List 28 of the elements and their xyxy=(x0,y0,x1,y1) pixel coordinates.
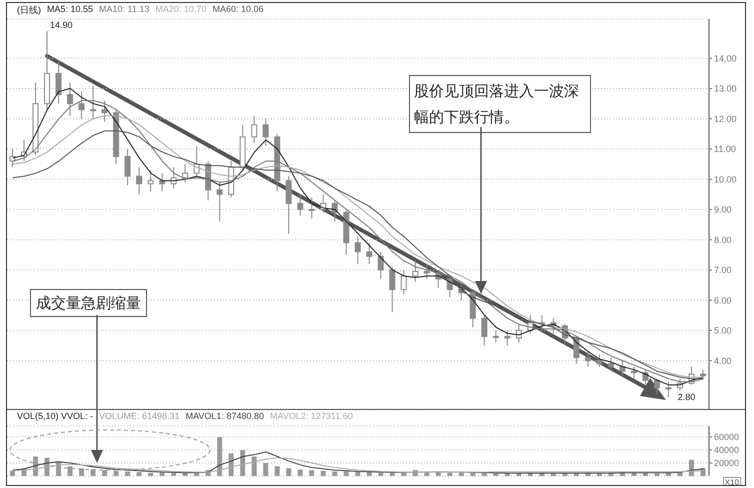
annotation: 14.90 xyxy=(50,20,73,30)
y-tick-label: 40000 xyxy=(714,445,740,456)
text: MA20: 10.70 xyxy=(155,4,206,16)
annotation: 2.80 xyxy=(678,392,696,402)
y-tick-label: 20000 xyxy=(714,458,740,468)
annotation: 股价见顶回落进入一波深幅的下跌行情。 xyxy=(409,75,591,133)
text: MAVOL2: 127311.60 xyxy=(270,411,353,421)
annotation: 成交量急剧缩量 xyxy=(30,289,147,317)
y-tick-label: 60000 xyxy=(714,432,740,442)
y-tick-label: 12.00 xyxy=(714,114,737,124)
y-tick-label: 14.00 xyxy=(714,53,737,64)
y-tick-label: 5.00 xyxy=(714,326,732,336)
chart-title: (日线) xyxy=(17,4,41,17)
text: MAVOL1: 87480.80 xyxy=(186,411,264,421)
y-tick-label: 9.00 xyxy=(714,204,732,215)
y-tick-label: 13.00 xyxy=(714,84,737,94)
y-tick-label: 8.00 xyxy=(714,234,732,245)
text: MA10: 11.13 xyxy=(99,4,150,16)
chart-title: VOL(5,10) VVOL: - xyxy=(17,411,94,421)
text: MA60: 10.06 xyxy=(212,4,264,16)
y-tick-label: 4.00 xyxy=(714,356,732,366)
text: VOLUME: 61498.31 xyxy=(99,411,180,421)
y-tick-label: 6.00 xyxy=(714,295,732,306)
y-tick-label: 11.00 xyxy=(714,144,736,154)
text: X10 xyxy=(722,477,741,487)
text: MA5: 10.55 xyxy=(47,4,94,16)
y-tick-label: 7.00 xyxy=(714,265,732,276)
y-tick-label: 10.00 xyxy=(714,174,737,184)
